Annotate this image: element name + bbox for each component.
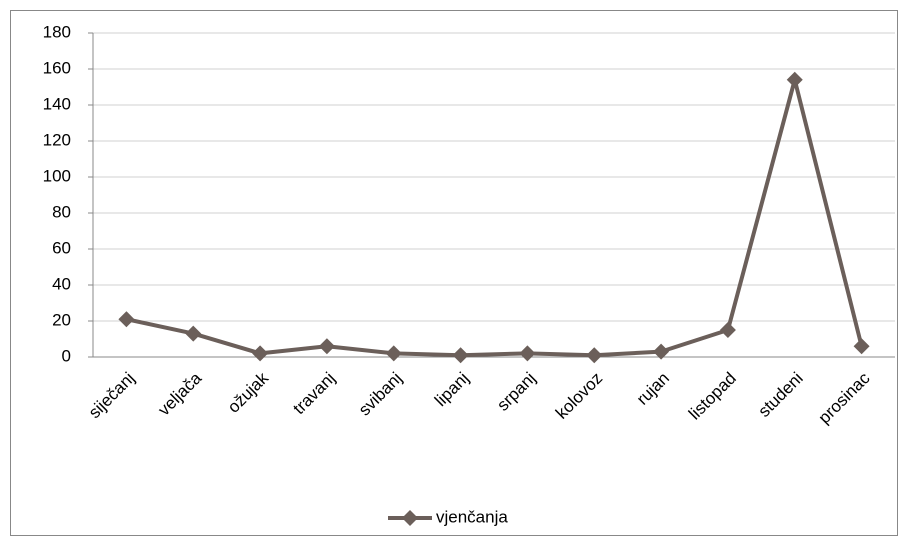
chart-border: [10, 10, 898, 536]
y-tick-label: 0: [62, 346, 71, 365]
series-line: [125, 77, 864, 358]
data-point: [385, 345, 402, 362]
data-point: [185, 325, 202, 342]
data-point: [719, 322, 736, 338]
y-tick-label: 40: [52, 274, 71, 293]
data-point: [519, 345, 536, 362]
y-tick-label: 140: [43, 94, 71, 113]
data-point: [653, 343, 670, 360]
y-tick-label: 160: [43, 58, 71, 77]
y-tick-label: 100: [43, 166, 71, 185]
y-tick-label: 120: [43, 130, 71, 149]
y-tick-label: 180: [43, 22, 71, 41]
y-tick-label: 20: [52, 310, 71, 329]
data-point: [853, 338, 870, 355]
data-point: [452, 347, 469, 364]
y-tick-label: 60: [52, 238, 71, 257]
y-tick-label: 80: [52, 202, 71, 221]
legend-label: vjenčanja: [436, 507, 508, 526]
data-point: [786, 71, 803, 88]
data-point: [318, 338, 335, 355]
data-point: [586, 347, 603, 364]
data-point: [118, 311, 135, 328]
data-point: [252, 345, 269, 362]
legend-marker: [402, 510, 418, 526]
